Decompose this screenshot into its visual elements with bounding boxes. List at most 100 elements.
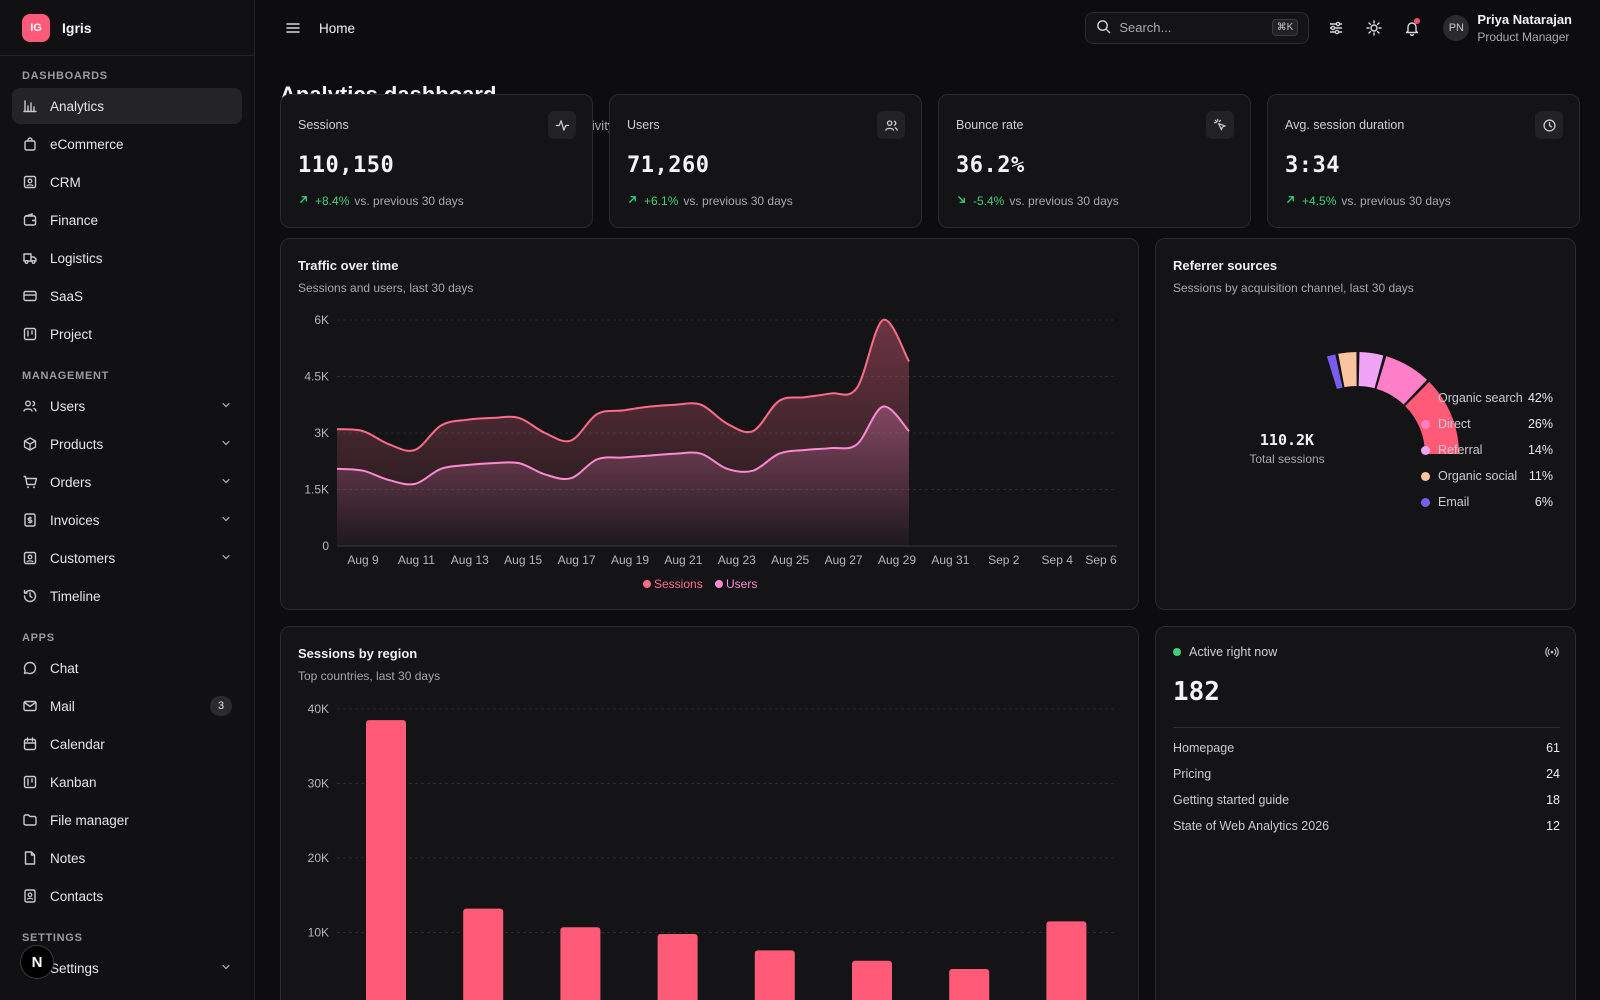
legend-label[interactable]: Users (726, 577, 757, 591)
sidebar-item-label: Products (50, 436, 104, 452)
sidebar: IG Igris DASHBOARDS Analytics eCommerce CRM… (0, 0, 255, 1000)
active-page-name: Pricing (1173, 767, 1212, 781)
stat-delta: +4.5% vs. previous 30 days (1285, 194, 1451, 208)
referrer-donut-chart[interactable] (1216, 329, 1476, 529)
legend-item[interactable]: Referral 14% (1421, 437, 1553, 463)
sidebar-section-label: APPS (22, 632, 55, 644)
trend-down-icon (956, 194, 967, 208)
donut-slice-organic-search[interactable] (1405, 381, 1459, 454)
legend-item[interactable]: Direct 26% (1421, 411, 1553, 437)
brand-logo[interactable]: IG (22, 13, 50, 42)
series-line-sessions[interactable] (336, 318, 910, 452)
sidebar-item-crm[interactable]: CRM (12, 164, 242, 200)
sliders-icon[interactable] (1317, 12, 1355, 44)
region-bar[interactable] (949, 969, 990, 1000)
avatar[interactable]: PN (1443, 14, 1470, 41)
sidebar-section-label: MANAGEMENT (22, 370, 110, 382)
sidebar-item-ecommerce[interactable]: eCommerce (12, 126, 242, 162)
region-bar[interactable] (366, 720, 406, 1000)
sidebar-item-users[interactable]: Users (12, 388, 242, 424)
area-fill-users (337, 406, 909, 546)
sidebar-item-timeline[interactable]: Timeline (12, 578, 242, 614)
search-input[interactable] (1119, 20, 1272, 36)
active-page-count: 24 (1546, 767, 1560, 781)
menu-toggle-icon[interactable] (285, 18, 305, 38)
chevron-down-icon[interactable] (220, 961, 232, 976)
region-bar[interactable] (463, 908, 504, 1000)
legend-item[interactable]: Email 6% (1421, 489, 1553, 515)
legend-label: Organic social (1438, 469, 1518, 483)
sidebar-item-customers[interactable]: Customers (12, 540, 242, 576)
theme-toggle-sun-icon[interactable] (1355, 12, 1393, 44)
donut-slice-organic-social[interactable] (1338, 352, 1357, 388)
chevron-down-icon[interactable] (220, 513, 232, 528)
donut-slice-email[interactable] (1326, 354, 1343, 390)
chevron-down-icon[interactable] (220, 399, 232, 414)
y-tick-label: 10K (308, 926, 329, 940)
x-tick-label: Aug 13 (451, 553, 489, 567)
sidebar-item-logistics[interactable]: Logistics (12, 240, 242, 276)
breadcrumb[interactable]: Home (319, 20, 356, 36)
sidebar-item-invoices[interactable]: Invoices (12, 502, 242, 538)
active-card: Active right now 182 Homepage 61 Pricing 24… (1155, 626, 1576, 1000)
sidebar-item-mail[interactable]: Mail 3 (12, 688, 242, 724)
legend-item[interactable]: Organic search 42% (1421, 385, 1553, 411)
sidebar-item-analytics[interactable]: Analytics (12, 88, 242, 124)
active-page-row[interactable]: Homepage 61 (1173, 735, 1560, 761)
donut-slice-direct[interactable] (1376, 356, 1427, 405)
series-line-users[interactable] (336, 405, 910, 486)
stat-delta: +8.4% vs. previous 30 days (298, 194, 464, 208)
sidebar-item-contacts[interactable]: Contacts (12, 878, 242, 914)
sidebar-item-notes[interactable]: Notes (12, 840, 242, 876)
chevron-down-icon[interactable] (220, 551, 232, 566)
traffic-chart[interactable]: 0 1.5K 3K 4.5K 6K Aug 9 Aug 11 Aug 13 Aug 15 Aug … (281, 239, 1140, 611)
regions-bar-chart[interactable]: 10K 20K 30K 40K (281, 627, 1140, 1000)
brand-header: IG Igris (0, 0, 254, 56)
sidebar-section-label: SETTINGS (22, 932, 83, 944)
active-page-row[interactable]: Pricing 24 (1173, 761, 1560, 787)
user-name: Priya Natarajan (1477, 12, 1572, 28)
stat-value: 110,150 (298, 153, 395, 178)
sidebar-item-label: Logistics (50, 250, 103, 266)
user-menu[interactable]: PN Priya Natarajan Product Manager (1443, 11, 1572, 45)
search-box[interactable]: ⌘K (1085, 11, 1310, 44)
stat-delta: -5.4% vs. previous 30 days (956, 194, 1119, 208)
legend-label: Referral (1438, 443, 1483, 457)
note-icon (22, 850, 38, 866)
chevron-down-icon[interactable] (220, 437, 232, 452)
region-bar[interactable] (560, 927, 601, 1000)
stat-value: 71,260 (627, 153, 710, 178)
credit-card-icon (22, 288, 38, 304)
region-bar[interactable] (1046, 921, 1087, 1000)
legend-label[interactable]: Sessions (654, 577, 703, 591)
x-tick-label: Aug 25 (771, 553, 809, 567)
notifications-bell-icon[interactable] (1393, 12, 1431, 44)
users-icon (22, 398, 38, 414)
region-bar[interactable] (852, 960, 892, 1000)
sidebar-section-label: DASHBOARDS (22, 70, 108, 82)
next-devtools-button[interactable]: N (20, 945, 54, 979)
donut-slice-referral[interactable] (1358, 352, 1384, 389)
sidebar-item-finance[interactable]: Finance (12, 202, 242, 238)
legend-item[interactable]: Organic social 11% (1421, 463, 1553, 489)
x-tick-label: Aug 9 (347, 553, 379, 567)
region-bar[interactable] (657, 933, 698, 1000)
legend-value: 11% (1528, 469, 1553, 483)
stat-label: Users (627, 118, 660, 132)
active-page-row[interactable]: State of Web Analytics 2026 12 (1173, 813, 1560, 839)
sidebar-item-file-manager[interactable]: File manager (12, 802, 242, 838)
sidebar-item-calendar[interactable]: Calendar (12, 726, 242, 762)
sidebar-item-chat[interactable]: Chat (12, 650, 242, 686)
sidebar-item-saas[interactable]: SaaS (12, 278, 242, 314)
active-page-row[interactable]: Getting started guide 18 (1173, 787, 1560, 813)
mail-count-badge: 3 (210, 696, 232, 716)
region-bar[interactable] (754, 950, 795, 1000)
bar-chart-icon (22, 98, 38, 114)
brand-name[interactable]: Igris (62, 19, 92, 36)
sidebar-item-products[interactable]: Products (12, 426, 242, 462)
user-info: Priya Natarajan Product Manager (1477, 11, 1572, 45)
sidebar-item-orders[interactable]: Orders (12, 464, 242, 500)
sidebar-item-project[interactable]: Project (12, 316, 242, 352)
sidebar-item-kanban[interactable]: Kanban (12, 764, 242, 800)
chevron-down-icon[interactable] (220, 475, 232, 490)
